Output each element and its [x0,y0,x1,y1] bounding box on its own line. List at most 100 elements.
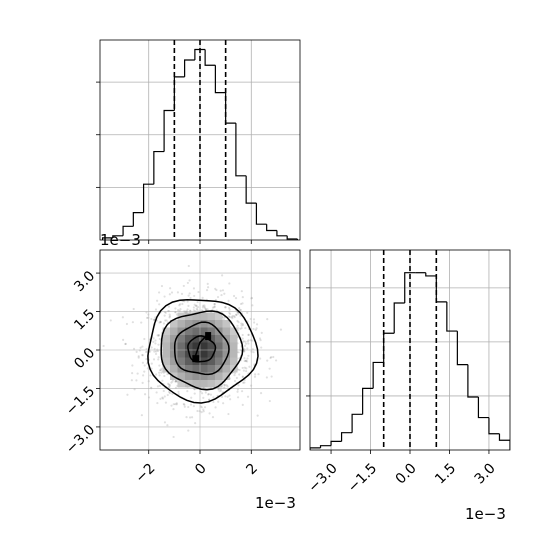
scatter-point [270,355,273,359]
scatter-point [237,326,240,330]
scatter-point [139,346,142,349]
scatter-point [231,316,234,320]
scatter-point [162,389,165,393]
scatter-point [224,306,227,309]
scatter-point [175,402,178,405]
scatter-point [183,403,186,406]
scatter-point [246,347,249,350]
density-cell [177,320,185,328]
scatter-point [158,374,161,377]
scatter-point [188,279,191,282]
scatter-point [240,322,243,325]
top-left-bin-0 [101,237,113,240]
bottom-right-bin-18 [498,433,510,441]
scatter-point [144,350,148,354]
density-cell [222,327,230,335]
scatter-point [177,309,180,312]
density-cell [200,320,208,328]
scatter-point [154,316,157,319]
bottom-right-histogram-panel: −3.0 −1.5 0.0 1.5 3.0 [305,249,511,496]
density-cell [192,335,200,343]
top-left-bin-18 [286,235,298,240]
scatter-point [226,395,229,398]
scatter-point [168,315,172,318]
density-cell [207,357,215,365]
scatter-point [185,415,188,419]
bottom-right-bin-11 [425,272,437,277]
scatter-point [233,372,237,375]
scatter-point [240,327,243,330]
scatter-point [233,374,236,377]
scatter-point [175,313,179,316]
density-cell [222,335,230,343]
density-cell [215,372,223,380]
bottom-right-bin-6 [372,361,384,389]
scatter-point [182,402,185,406]
scatter-point [167,383,171,386]
scatter-point [228,308,231,311]
bottom-right-bin-4 [351,413,363,433]
top-left-bin-10 [204,49,216,66]
scatter-point [243,357,246,360]
density-cell [207,380,215,388]
bottom-left-xtick-label-0: −2 [133,460,159,486]
bottom-left-ytick-label-3: 1.5 [71,307,98,334]
density-cell [162,342,170,350]
scatter-point [265,376,268,379]
density-cell [192,327,200,335]
density-cell [207,327,215,335]
scatter-point [235,376,238,380]
scatter-point [143,364,146,367]
density-cell [185,365,193,373]
scatter-point [186,281,189,285]
scatter-point [188,416,192,419]
core-density-blob-2 [192,355,200,363]
scatter-point [255,327,258,330]
bottom-right-bin-5 [362,387,374,415]
density-cell [230,335,238,343]
scatter-point [227,412,230,416]
scatter-point [246,357,249,360]
bottom-left-y-offset-label: 1e−3 [100,231,141,249]
scatter-point [154,339,157,342]
scatter-point [145,357,148,361]
density-cell [192,372,200,380]
density-cell [215,365,223,373]
scatter-point [203,307,207,310]
scatter-point [164,401,168,404]
scatter-point [233,315,236,318]
scatter-point [168,384,172,387]
scatter-point [260,346,263,349]
scatter-point [246,311,249,314]
scatter-point [253,321,256,324]
scatter-point [121,316,124,319]
scatter-point [247,333,250,337]
density-cell [222,320,230,328]
scatter-point [214,287,217,290]
scatter-point [140,414,143,417]
density-cell [230,327,238,335]
scatter-point [175,403,178,406]
scatter-point [213,303,216,306]
scatter-point [220,395,224,398]
scatter-point [268,399,271,403]
density-cell [170,365,178,373]
scatter-point [238,308,242,312]
density-cell [192,380,200,388]
density-cell [230,357,238,365]
scatter-point [136,372,139,375]
density-cell [200,380,208,388]
scatter-point [241,324,245,327]
bottom-right-xtick-label-1: −1.5 [345,460,380,495]
bottom-right-bin-7 [383,332,395,363]
top-left-quantile-lines [173,40,227,240]
scatter-point [158,384,161,387]
scatter-point [187,294,190,297]
scatter-point [224,306,227,309]
bottom-right-bin-16 [477,397,489,419]
scatter-point [171,392,174,395]
bottom-left-ytick-label-2: 0.0 [71,345,98,372]
scatter-point [163,295,166,298]
scatter-point [224,395,227,398]
bottom-right-bin-1 [319,445,332,448]
